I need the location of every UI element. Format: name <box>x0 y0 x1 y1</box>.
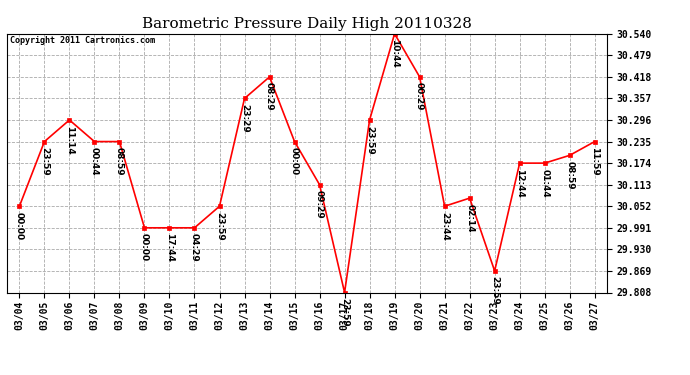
Text: 04:29: 04:29 <box>190 233 199 262</box>
Text: 11:59: 11:59 <box>590 147 599 176</box>
Text: 08:59: 08:59 <box>115 147 124 176</box>
Text: 11:14: 11:14 <box>65 126 74 154</box>
Text: 23:59: 23:59 <box>340 298 349 327</box>
Text: 00:00: 00:00 <box>140 233 149 261</box>
Text: 00:44: 00:44 <box>90 147 99 176</box>
Text: 17:44: 17:44 <box>165 233 174 262</box>
Text: 08:59: 08:59 <box>565 161 574 189</box>
Text: 23:59: 23:59 <box>365 126 374 154</box>
Text: 23:59: 23:59 <box>215 212 224 240</box>
Title: Barometric Pressure Daily High 20110328: Barometric Pressure Daily High 20110328 <box>142 17 472 31</box>
Text: 12:44: 12:44 <box>515 169 524 198</box>
Text: 23:44: 23:44 <box>440 212 449 241</box>
Text: Copyright 2011 Cartronics.com: Copyright 2011 Cartronics.com <box>10 36 155 45</box>
Text: 10:44: 10:44 <box>390 39 399 68</box>
Text: 09:29: 09:29 <box>315 190 324 219</box>
Text: 23:59: 23:59 <box>40 147 49 176</box>
Text: 00:29: 00:29 <box>415 82 424 111</box>
Text: 00:00: 00:00 <box>15 212 24 240</box>
Text: 23:29: 23:29 <box>240 104 249 133</box>
Text: 02:14: 02:14 <box>465 204 474 232</box>
Text: 08:29: 08:29 <box>265 82 274 111</box>
Text: 00:00: 00:00 <box>290 147 299 175</box>
Text: 23:59: 23:59 <box>490 276 499 305</box>
Text: 01:44: 01:44 <box>540 169 549 197</box>
